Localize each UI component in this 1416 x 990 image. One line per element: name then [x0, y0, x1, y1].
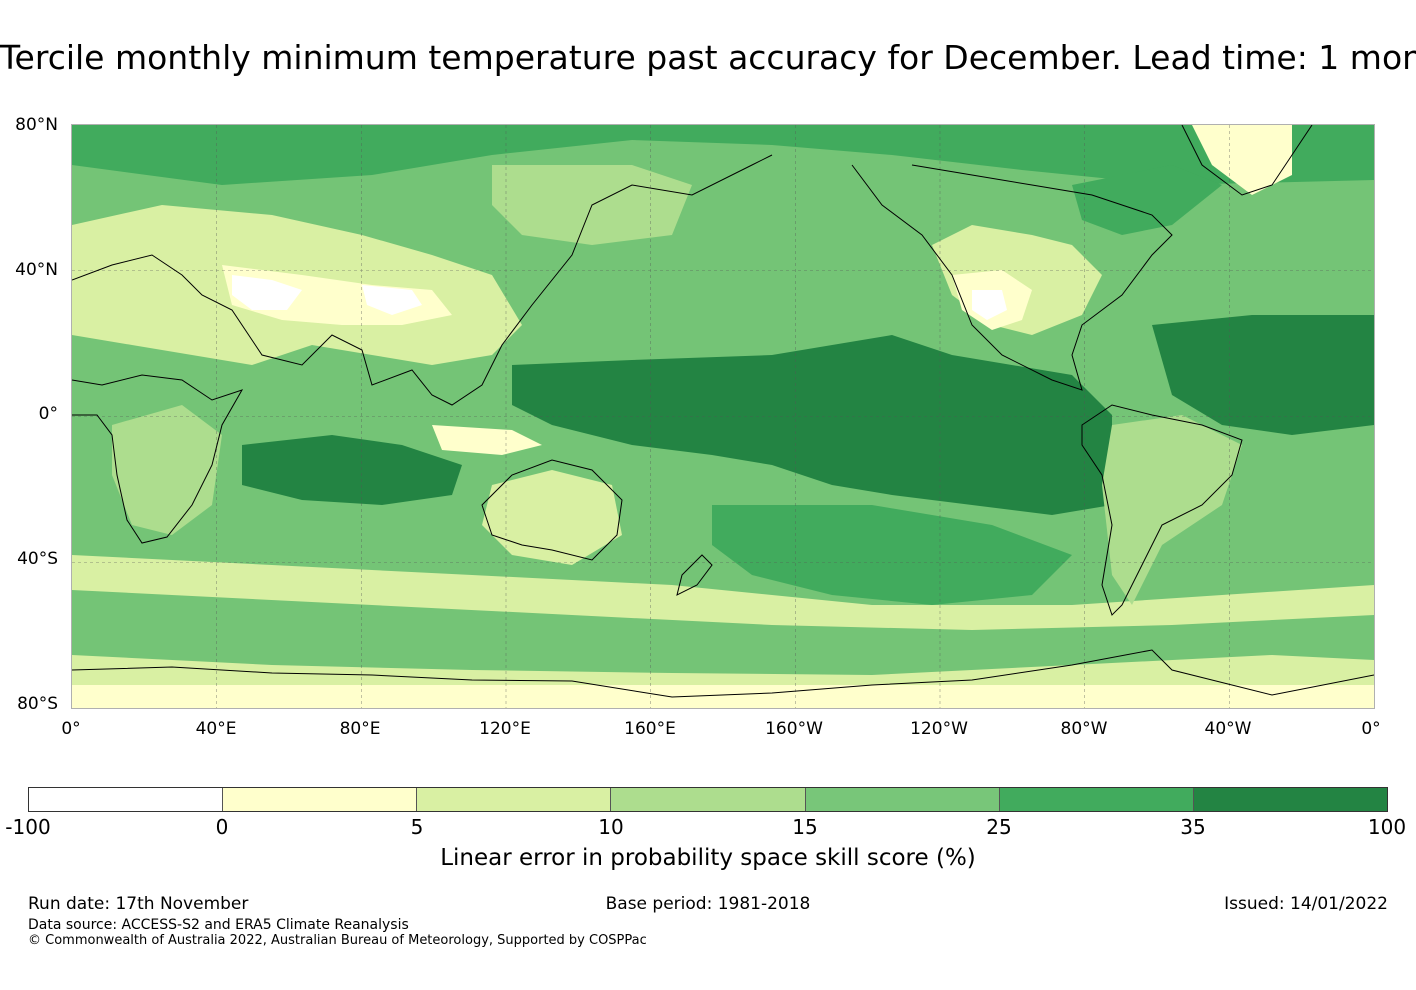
lat-tick-80s: 80°S: [17, 694, 58, 714]
run-date: Run date: 17th November: [28, 894, 249, 914]
lat-tick-0: 0°: [38, 404, 58, 424]
lon-tick-0-left: 0°: [61, 719, 81, 739]
colorbar-segment: [1193, 788, 1387, 811]
field-antarctic-pale: [72, 685, 1374, 708]
map-title: Tercile monthly minimum temperature past…: [0, 38, 1416, 77]
colorbar-segment: [999, 788, 1194, 811]
field-southern-light-band: [72, 555, 1374, 630]
field-tropical-pacific-dark: [512, 335, 1112, 515]
field-canada-dark: [1072, 165, 1222, 235]
colorbar-tick: 100: [1367, 815, 1407, 839]
coast-north-america: [851, 164, 1173, 391]
colorbar-tick: 5: [410, 815, 424, 839]
field-asia-white: [232, 275, 302, 310]
colorbar-segment: [611, 788, 806, 811]
issued-date: Issued: 14/01/2022: [1224, 894, 1388, 914]
lon-tick-160w: 160°W: [765, 719, 823, 739]
coastlines: [72, 125, 1374, 698]
lon-tick-80w: 80°W: [1060, 719, 1108, 739]
coast-antarctica: [72, 649, 1374, 698]
field-tibet-white: [362, 285, 422, 315]
lon-tick-80e: 80°E: [339, 719, 381, 739]
field-australia-light: [482, 470, 622, 565]
coast-australia: [481, 459, 623, 561]
colorbar-segment: [29, 788, 224, 811]
lon-tick-0-right: 0°: [1361, 719, 1381, 739]
field-south-america-light: [1102, 415, 1242, 605]
colorbar-tick: 15: [792, 815, 818, 839]
lat-tick-40n: 40°N: [15, 260, 58, 280]
coast-greenland: [1181, 125, 1313, 196]
colorbar-segment: [223, 788, 418, 811]
coast-africa: [72, 374, 244, 544]
map-canvas: [72, 125, 1374, 708]
lat-tick-40s: 40°S: [17, 549, 58, 569]
field-maritime-pale: [432, 425, 542, 455]
graticule: [72, 125, 1374, 708]
field-greenland-pale: [1192, 125, 1292, 195]
skill-score-map: [71, 124, 1375, 709]
skill-field: [72, 125, 1374, 708]
field-indian-ocean-dark: [242, 435, 462, 505]
field-north-band: [72, 125, 1374, 185]
coast-south-america: [1081, 404, 1243, 616]
colorbar-tick: 25: [986, 815, 1012, 839]
colorbar-tick: 35: [1180, 815, 1206, 839]
colorbar-label: Linear error in probability space skill …: [440, 845, 976, 871]
field-us-white: [972, 290, 1007, 320]
lon-tick-40w: 40°W: [1204, 719, 1252, 739]
copyright: © Commonwealth of Australia 2022, Austra…: [28, 933, 647, 948]
colorbar-segment: [805, 788, 1000, 811]
field-atlantic-dark: [1152, 315, 1374, 435]
colorbar-segment: [417, 788, 612, 811]
colorbar-tick: 10: [598, 815, 624, 839]
data-source: Data source: ACCESS-S2 and ERA5 Climate …: [28, 917, 409, 933]
lon-tick-120e: 120°E: [479, 719, 531, 739]
lat-tick-80n: 80°N: [15, 115, 58, 135]
coast-europe-asia: [72, 154, 773, 406]
colorbar-tick: -100: [5, 815, 51, 839]
field-south-pacific: [712, 505, 1072, 605]
coast-new-zealand: [676, 554, 713, 596]
lon-tick-40e: 40°E: [195, 719, 237, 739]
field-africa-light: [112, 405, 222, 535]
lon-tick-160e: 160°E: [624, 719, 676, 739]
base-period: Base period: 1981-2018: [605, 894, 811, 914]
lon-tick-120w: 120°W: [910, 719, 968, 739]
colorbar: [28, 787, 1388, 812]
colorbar-tick: 0: [215, 815, 229, 839]
